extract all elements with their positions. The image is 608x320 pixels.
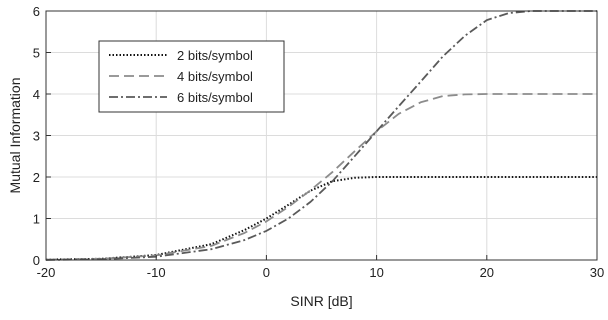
- y-tick-label: 1: [33, 212, 40, 227]
- x-tick-label: -20: [37, 265, 56, 280]
- y-tick-label: 3: [33, 129, 40, 144]
- y-tick-label: 4: [33, 87, 40, 102]
- x-tick-label: 20: [480, 265, 494, 280]
- x-tick-label: 30: [590, 265, 604, 280]
- series-line-4-bits: [45, 93, 597, 261]
- y-tick-label: 0: [33, 253, 40, 268]
- series-line-2-bits: [45, 176, 597, 261]
- series-layer: [45, 10, 597, 261]
- legend-entry-4-bits: 4 bits/symbol: [109, 69, 253, 84]
- x-tick-label: 10: [369, 265, 383, 280]
- series-line-6-bits: [45, 10, 597, 261]
- legend-label-2-bits: 2 bits/symbol: [177, 48, 253, 63]
- x-tick-label: 0: [263, 265, 270, 280]
- y-tick-label: 6: [33, 4, 40, 19]
- legend: 2 bits/symbol 4 bits/symbol 6 bits/symbo…: [98, 40, 285, 113]
- legend-entry-6-bits: 6 bits/symbol: [109, 90, 253, 105]
- legend-label-4-bits: 4 bits/symbol: [177, 69, 253, 84]
- y-tick-label: 2: [33, 170, 40, 185]
- x-axis-title: SINR [dB]: [290, 293, 352, 309]
- tick-labels: -20 -10 0 10 20 30 0 1 2 3 4 5 6: [33, 4, 604, 280]
- legend-entry-2-bits: 2 bits/symbol: [109, 48, 253, 63]
- y-tick-label: 5: [33, 46, 40, 61]
- legend-label-6-bits: 6 bits/symbol: [177, 90, 253, 105]
- x-tick-label: -10: [147, 265, 166, 280]
- y-axis-title: Mutual Information: [7, 78, 23, 194]
- ticks: [45, 10, 598, 261]
